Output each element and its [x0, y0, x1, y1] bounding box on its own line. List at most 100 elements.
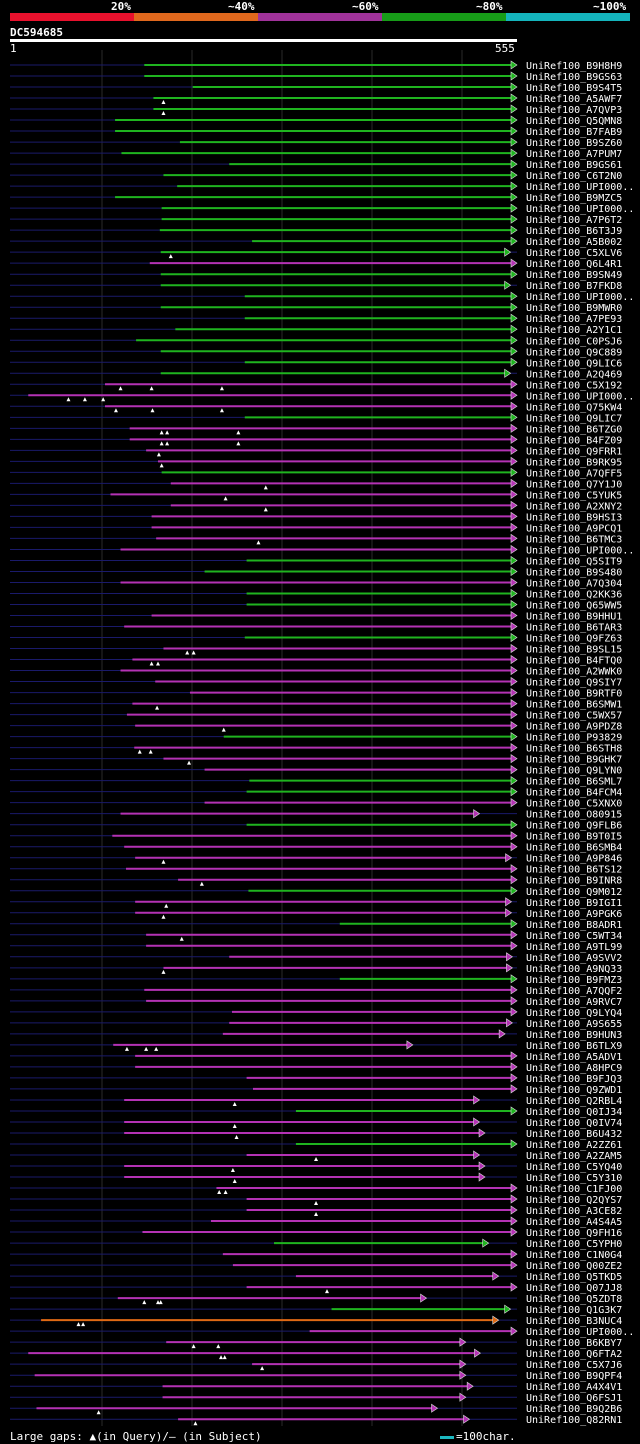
hit-row[interactable]: UniRef100_C5X192 — [10, 379, 622, 391]
hit-row[interactable]: UniRef100_A9S655 — [10, 1018, 622, 1030]
hit-label[interactable]: UniRef100_B9INR8 — [526, 876, 622, 887]
hit-label[interactable]: UniRef100_B9SN49 — [526, 270, 622, 281]
hit-label[interactable]: UniRef100_Q5QMN8 — [526, 116, 622, 127]
hit-label[interactable]: UniRef100_UPI000.. — [526, 1327, 634, 1338]
hit-label[interactable]: UniRef100_B9RK95 — [526, 457, 622, 468]
hit-row[interactable]: UniRef100_C5YQ40 — [10, 1161, 622, 1173]
hit-row[interactable]: UniRef100_Q5ZDT8 — [10, 1293, 622, 1305]
hit-row[interactable]: UniRef100_A9PDZ8 — [10, 721, 622, 733]
hit-label[interactable]: UniRef100_Q9ZWD1 — [526, 1085, 622, 1096]
hit-label[interactable]: UniRef100_Q00ZE2 — [526, 1261, 622, 1272]
hit-label[interactable]: UniRef100_UPI000.. — [526, 182, 634, 193]
hit-row[interactable]: UniRef100_P93829 — [10, 732, 622, 744]
hit-row[interactable]: UniRef100_B9GS61 — [10, 159, 622, 171]
hit-label[interactable]: UniRef100_B4FTQ0 — [526, 656, 622, 667]
hit-label[interactable]: UniRef100_A2ZAM5 — [526, 1151, 622, 1162]
hit-label[interactable]: UniRef100_B9Q2B6 — [526, 1404, 622, 1415]
hit-row[interactable]: UniRef100_B9H8H9 — [10, 60, 622, 72]
hit-label[interactable]: UniRef100_A9PCQ1 — [526, 523, 622, 534]
hit-label[interactable]: UniRef100_B6TMC3 — [526, 534, 622, 545]
hit-label[interactable]: UniRef100_A7QQF2 — [526, 986, 622, 997]
hit-row[interactable]: UniRef100_Q82RN1 — [10, 1414, 622, 1426]
hit-label[interactable]: UniRef100_Q6FSJ1 — [526, 1393, 622, 1404]
hit-row[interactable]: UniRef100_B9HUN3 — [10, 1029, 622, 1041]
hit-label[interactable]: UniRef100_A9PDZ8 — [526, 722, 622, 733]
hit-row[interactable]: UniRef100_Q9FH16 — [10, 1227, 622, 1239]
hit-row[interactable]: UniRef100_UPI000.. — [10, 1326, 634, 1338]
hit-row[interactable]: UniRef100_A2ZZ61 — [10, 1139, 622, 1151]
hit-row[interactable]: UniRef100_A9PGK6 — [10, 908, 622, 920]
hit-row[interactable]: UniRef100_Q75KW4 — [10, 401, 622, 413]
hit-row[interactable]: UniRef100_C1FJ00 — [10, 1183, 622, 1195]
hit-label[interactable]: UniRef100_A3CE82 — [526, 1206, 622, 1217]
hit-label[interactable]: UniRef100_Q6FTA2 — [526, 1349, 622, 1360]
hit-row[interactable]: UniRef100_B4FCM4 — [10, 787, 622, 799]
hit-row[interactable]: UniRef100_B3NUC4 — [10, 1315, 622, 1327]
hit-label[interactable]: UniRef100_Q9FLB6 — [526, 821, 622, 832]
hit-row[interactable]: UniRef100_B6SML7 — [10, 776, 622, 788]
hit-label[interactable]: UniRef100_A4S4A5 — [526, 1217, 622, 1228]
hit-row[interactable]: UniRef100_A9P846 — [10, 853, 622, 865]
hit-row[interactable]: UniRef100_UPI000.. — [10, 390, 634, 402]
hit-row[interactable]: UniRef100_Q9FZ63 — [10, 632, 622, 645]
hit-label[interactable]: UniRef100_A7Q304 — [526, 578, 622, 589]
hit-row[interactable]: UniRef100_Q6L4R1 — [10, 258, 622, 270]
hit-row[interactable]: UniRef100_C5XNX0 — [10, 798, 622, 810]
hit-row[interactable]: UniRef100_C5XLV6 — [10, 247, 622, 259]
hit-row[interactable]: UniRef100_A9TL99 — [10, 941, 622, 953]
hit-label[interactable]: UniRef100_A2XNY2 — [526, 501, 622, 512]
hit-row[interactable]: UniRef100_B6SMW1 — [10, 699, 622, 711]
hit-label[interactable]: UniRef100_B3NUC4 — [526, 1316, 622, 1327]
hit-label[interactable]: UniRef100_B6KBY7 — [526, 1338, 622, 1349]
hit-label[interactable]: UniRef100_Q9LYN0 — [526, 766, 622, 777]
hit-label[interactable]: UniRef100_Q82RN1 — [526, 1415, 622, 1426]
hit-label[interactable]: UniRef100_C6T2N0 — [526, 171, 622, 182]
hit-label[interactable]: UniRef100_Q5TKD5 — [526, 1272, 622, 1283]
hit-row[interactable]: UniRef100_B9T0I5 — [10, 831, 622, 843]
hit-row[interactable]: UniRef100_A9NQ33 — [10, 963, 622, 975]
hit-row[interactable]: UniRef100_Q9C889 — [10, 346, 622, 358]
hit-row[interactable]: UniRef100_B9QPF4 — [10, 1370, 622, 1382]
hit-label[interactable]: UniRef100_B9GS63 — [526, 72, 622, 83]
hit-label[interactable]: UniRef100_A7PUM7 — [526, 149, 622, 160]
hit-label[interactable]: UniRef100_Q9SIY7 — [526, 678, 622, 689]
hit-label[interactable]: UniRef100_UPI000.. — [526, 204, 634, 215]
hit-row[interactable]: UniRef100_Q5TKD5 — [10, 1271, 622, 1283]
hit-row[interactable]: UniRef100_B6SMB4 — [10, 842, 622, 854]
hit-label[interactable]: UniRef100_C1N0G4 — [526, 1250, 622, 1261]
hit-row[interactable]: UniRef100_B9FMZ3 — [10, 974, 622, 986]
hit-label[interactable]: UniRef100_A9P846 — [526, 854, 622, 865]
hit-row[interactable]: UniRef100_A8HPC9 — [10, 1062, 622, 1074]
hit-label[interactable]: UniRef100_B6TZG0 — [526, 424, 622, 435]
hit-label[interactable]: UniRef100_Q0IJ34 — [526, 1107, 622, 1118]
hit-label[interactable]: UniRef100_C5XLV6 — [526, 248, 622, 259]
hit-label[interactable]: UniRef100_Q1G3K7 — [526, 1305, 622, 1316]
hit-row[interactable]: UniRef100_Q7Y1J0 — [10, 478, 622, 490]
hit-label[interactable]: UniRef100_Q07JJ8 — [526, 1283, 622, 1294]
hit-row[interactable]: UniRef100_A7QQF2 — [10, 985, 622, 997]
hit-label[interactable]: UniRef100_C5WT34 — [526, 931, 622, 942]
hit-row[interactable]: UniRef100_B9MWR0 — [10, 302, 622, 314]
hit-label[interactable]: UniRef100_Q2KK36 — [526, 589, 622, 600]
hit-label[interactable]: UniRef100_C5Y310 — [526, 1173, 622, 1184]
hit-label[interactable]: UniRef100_A5B002 — [526, 237, 622, 248]
hit-row[interactable]: UniRef100_O80915 — [10, 809, 622, 821]
hit-row[interactable]: UniRef100_B9Q2B6 — [10, 1403, 622, 1415]
hit-label[interactable]: UniRef100_Q9LIC6 — [526, 358, 622, 369]
hit-label[interactable]: UniRef100_B7FAB9 — [526, 127, 622, 138]
hit-label[interactable]: UniRef100_C0PSJ6 — [526, 336, 622, 347]
hit-row[interactable]: UniRef100_B7FKD8 — [10, 280, 622, 292]
hit-label[interactable]: UniRef100_B9HSI3 — [526, 512, 622, 523]
hit-row[interactable]: UniRef100_A5ADV1 — [10, 1051, 622, 1063]
hit-row[interactable]: UniRef100_B9SZ60 — [10, 137, 622, 149]
hit-row[interactable]: UniRef100_A4S4A5 — [10, 1216, 622, 1228]
hit-row[interactable]: UniRef100_B9FJQ3 — [10, 1073, 622, 1085]
hit-label[interactable]: UniRef100_Q2RBL4 — [526, 1096, 622, 1107]
hit-row[interactable]: UniRef100_B6TAR3 — [10, 621, 622, 634]
hit-row[interactable]: UniRef100_A2WWK0 — [10, 665, 622, 678]
hit-label[interactable]: UniRef100_C5YPH0 — [526, 1239, 622, 1250]
hit-label[interactable]: UniRef100_B9RTF0 — [526, 689, 622, 700]
hit-label[interactable]: UniRef100_B6SMB4 — [526, 843, 622, 854]
hit-label[interactable]: UniRef100_C5XNX0 — [526, 799, 622, 810]
hit-row[interactable]: UniRef100_Q9LIC7 — [10, 412, 622, 424]
